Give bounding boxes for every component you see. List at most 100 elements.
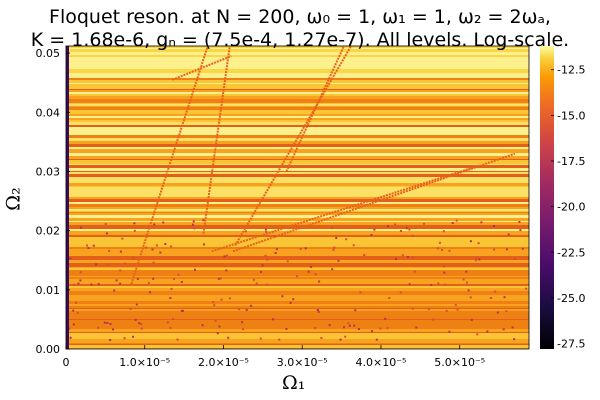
heatmap-speckle [343,326,345,329]
heatmap-speckle [299,248,302,250]
heatmap-band [66,231,529,235]
heatmap-speckle [265,283,268,286]
heatmap-speckle [493,248,496,251]
heatmap-speckle [238,308,241,311]
heatmap-band [66,319,529,320]
heatmap-band [66,80,529,83]
resonance-line [171,55,232,81]
heatmap-speckle [511,326,514,329]
heatmap-speckle [427,308,430,311]
heatmap-band [66,174,529,177]
heatmap-speckle [408,283,411,286]
heatmap-speckle [136,277,139,280]
heatmap-band [66,267,529,268]
heatmap-band [66,268,529,270]
heatmap-speckle [411,307,414,310]
heatmap-speckle [149,291,151,294]
heatmap-speckle [333,246,336,249]
heatmap-speckle [169,297,172,299]
heatmap-band [66,143,529,144]
heatmap-speckle [448,249,451,252]
heatmap-speckle [330,226,333,229]
heatmap-band [66,270,529,273]
heatmap-speckle [314,327,317,330]
heatmap-speckle [475,257,478,260]
resonance-line [211,164,480,253]
heatmap-speckle [134,318,137,321]
heatmap-band [66,65,529,68]
heatmap-speckle [432,318,435,321]
heatmap-speckle [274,235,277,238]
heatmap-speckle [162,221,165,224]
heatmap-band [66,327,529,329]
heatmap-speckle [513,338,516,341]
heatmap-speckle [244,230,247,233]
colorbar [540,46,554,349]
heatmap-speckle [272,318,274,321]
heatmap-band [66,302,529,304]
heatmap-speckle [375,338,378,341]
heatmap-speckle [281,295,284,298]
heatmap-speckle [519,229,522,232]
heatmap-speckle [469,296,472,299]
heatmap-speckle [384,317,387,320]
heatmap-speckle [107,263,110,266]
heatmap-band [66,253,529,256]
heatmap-speckle [278,338,281,341]
heatmap-band [66,195,529,197]
x-axis-ticks: 0 1.0×10⁻⁵ 2.0×10⁻⁵ 3.0×10⁻⁵ 4.0×10⁻⁵ 5.0×10⁻… [63,345,485,369]
heatmap-speckle [454,303,457,306]
heatmap-band [66,279,529,283]
heatmap-speckle [152,261,155,264]
heatmap-speckle [170,245,173,248]
heatmap-speckle [217,277,220,280]
heatmap-speckle [250,304,253,307]
heatmap-speckle [408,228,411,231]
heatmap-band [66,215,529,218]
heatmap-speckle [194,268,196,271]
heatmap-speckle [525,287,528,290]
heatmap-band [66,60,529,62]
heatmap-speckle [119,282,122,285]
heatmap-speckle [266,258,269,261]
heatmap-band [66,329,529,332]
heatmap-band [66,160,529,164]
heatmap-speckle [176,338,179,341]
heatmap-band [66,197,529,199]
heatmap-speckle [72,309,75,312]
colorbar-tick-label: -22.5 [557,246,585,259]
heatmap-band [66,212,529,213]
heatmap-speckle [103,321,106,324]
heatmap-band [66,221,529,222]
heatmap-speckle [140,327,143,330]
heatmap-speckle [443,271,446,274]
heatmap-speckle [68,327,71,330]
heatmap-speckle [259,271,262,273]
heatmap-band [66,172,529,173]
heatmap-band [66,122,529,125]
heatmap-speckle [400,230,402,232]
heatmap-speckle [328,324,331,327]
heatmap-speckle [155,244,158,247]
heatmap-speckle [445,309,448,312]
heatmap-speckle [476,333,479,336]
heatmap-speckle [415,326,418,329]
heatmap-speckle [192,220,195,223]
heatmap-band [66,125,529,127]
heatmap-speckle [135,303,138,306]
heatmap-band [66,343,529,344]
heatmap-speckle [79,271,82,274]
heatmap-speckle [352,244,355,247]
heatmap-speckle [345,238,348,241]
heatmap-band [66,288,529,291]
heatmap-edge-column [66,46,69,349]
heatmap-band [66,48,529,49]
heatmap-band [66,309,529,311]
heatmap-speckle [388,297,391,299]
heatmap-speckle [152,277,155,280]
heatmap-speckle [505,248,508,251]
heatmap-speckle [123,262,126,265]
chart-title-line-2: K = 1.68e-6, gₙ = (7.5e-4, 1.27e-7). All… [30,29,570,51]
heatmap-speckle [151,248,154,251]
heatmap-speckle [104,223,107,226]
